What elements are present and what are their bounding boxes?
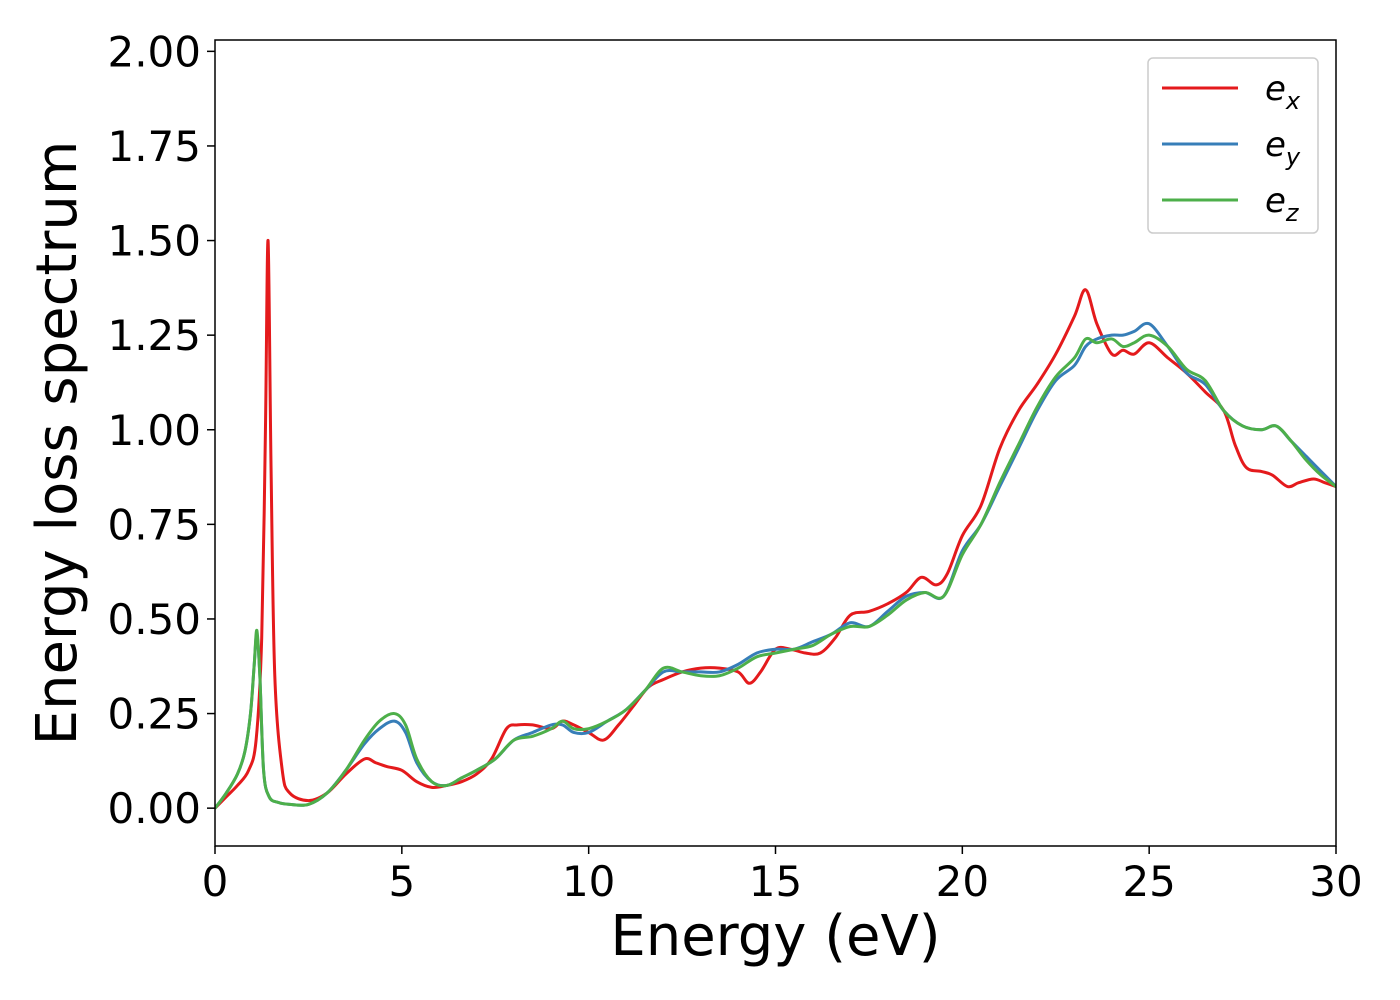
y-tick-label: 0.25 bbox=[107, 690, 201, 739]
x-tick-label: 0 bbox=[202, 857, 229, 906]
y-tick-label: 2.00 bbox=[107, 27, 201, 76]
y-tick-label: 1.25 bbox=[107, 311, 201, 360]
x-tick-label: 20 bbox=[936, 857, 989, 906]
y-axis-ticks: 0.00 0.25 0.50 0.75 1.00 1.25 1.50 1.75 2.00 bbox=[107, 27, 215, 833]
y-axis-title: Energy loss spectrum bbox=[25, 141, 90, 746]
y-tick-label: 0.75 bbox=[107, 500, 201, 549]
y-tick-label: 0.00 bbox=[107, 784, 201, 833]
series-line-e-z bbox=[215, 333, 1336, 810]
legend-subscript: x bbox=[1285, 87, 1301, 115]
series-layer bbox=[215, 239, 1336, 810]
y-tick-label: 1.00 bbox=[107, 406, 201, 455]
x-axis-ticks: 0 5 10 15 20 25 30 bbox=[202, 846, 1363, 906]
x-tick-label: 25 bbox=[1122, 857, 1175, 906]
legend-subscript: z bbox=[1285, 199, 1300, 227]
x-tick-label: 5 bbox=[388, 857, 415, 906]
y-tick-label: 0.50 bbox=[107, 595, 201, 644]
x-tick-label: 10 bbox=[562, 857, 615, 906]
x-tick-label: 30 bbox=[1309, 857, 1362, 906]
x-axis-title: Energy (eV) bbox=[610, 904, 940, 969]
series-line-e-x bbox=[215, 239, 1336, 810]
y-tick-label: 1.50 bbox=[107, 217, 201, 266]
y-tick-label: 1.75 bbox=[107, 122, 201, 171]
legend-subscript: y bbox=[1285, 143, 1301, 171]
x-tick-label: 15 bbox=[749, 857, 802, 906]
